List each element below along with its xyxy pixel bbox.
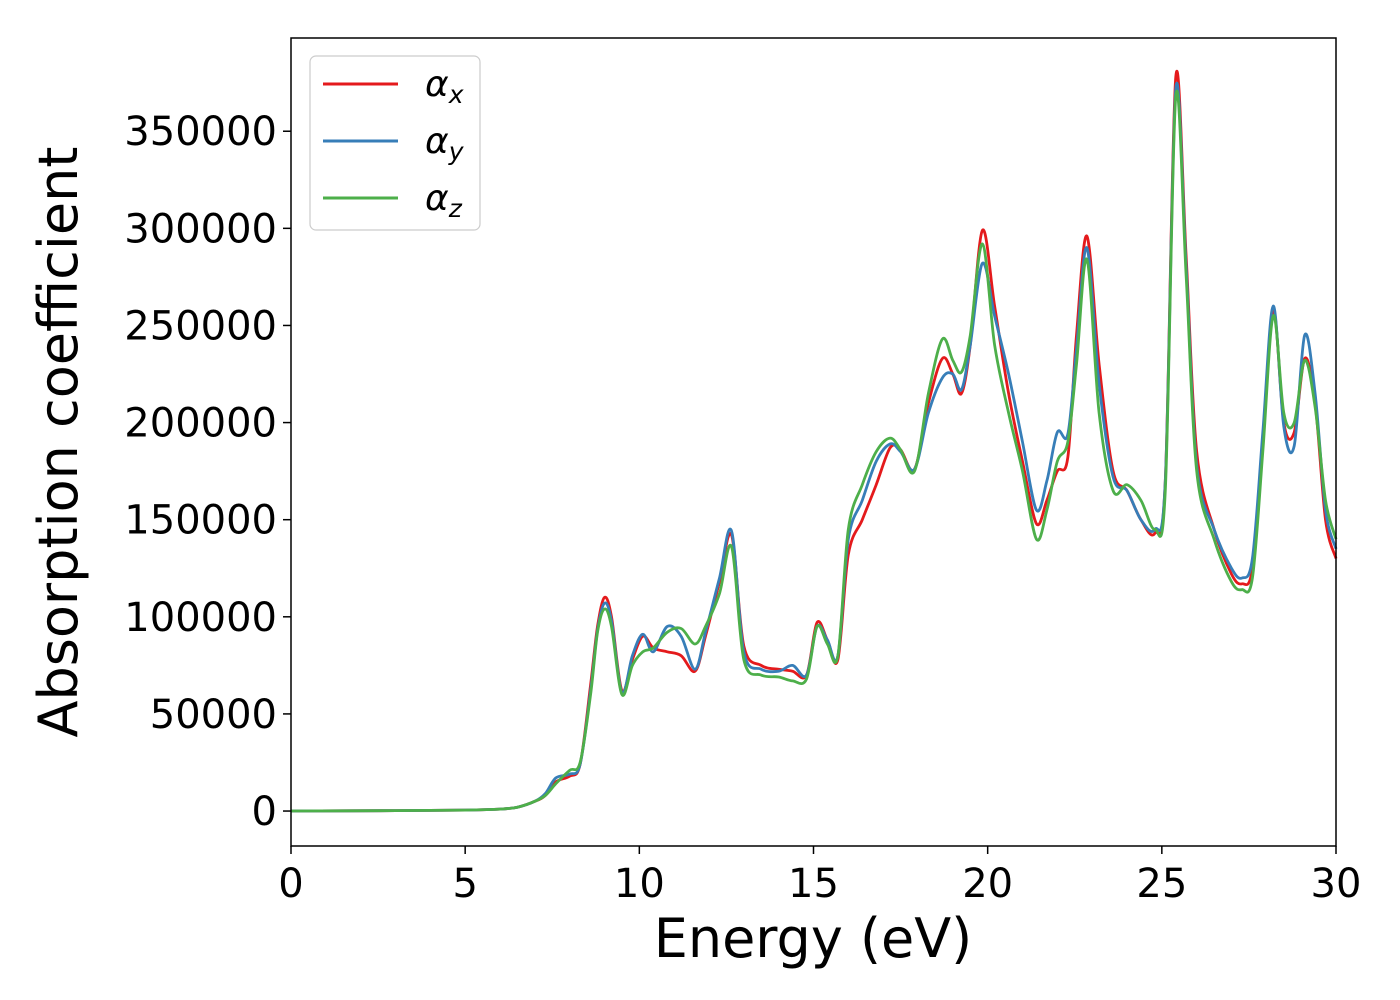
y-tick-label: 0 bbox=[252, 789, 277, 835]
y-tick-label: 200000 bbox=[124, 401, 277, 447]
y-axis-label: Absorption coefficient bbox=[27, 147, 90, 738]
x-tick-label: 25 bbox=[1136, 861, 1187, 907]
y-tick-label: 50000 bbox=[150, 692, 277, 738]
y-tick-label: 300000 bbox=[124, 206, 277, 252]
x-tick-label: 0 bbox=[278, 861, 303, 907]
x-axis-ticks: 0 5 10 15 20 25 30 bbox=[278, 846, 1361, 907]
series-group bbox=[290, 69, 1338, 813]
series-line-z bbox=[290, 89, 1338, 813]
x-tick-label: 20 bbox=[962, 861, 1013, 907]
y-tick-label: 250000 bbox=[124, 303, 277, 349]
x-tick-label: 10 bbox=[614, 861, 665, 907]
legend-box bbox=[309, 55, 481, 231]
x-tick-label: 30 bbox=[1311, 861, 1362, 907]
y-axis-ticks: 0 50000 100000 150000 200000 250000 300000 3500… bbox=[124, 109, 291, 835]
x-axis-label: Energy (eV) bbox=[654, 907, 973, 970]
y-tick-label: 150000 bbox=[124, 498, 277, 544]
x-tick-label: 15 bbox=[788, 861, 839, 907]
y-tick-label: 350000 bbox=[124, 109, 277, 155]
y-tick-label: 100000 bbox=[124, 595, 277, 641]
x-tick-label: 5 bbox=[452, 861, 477, 907]
